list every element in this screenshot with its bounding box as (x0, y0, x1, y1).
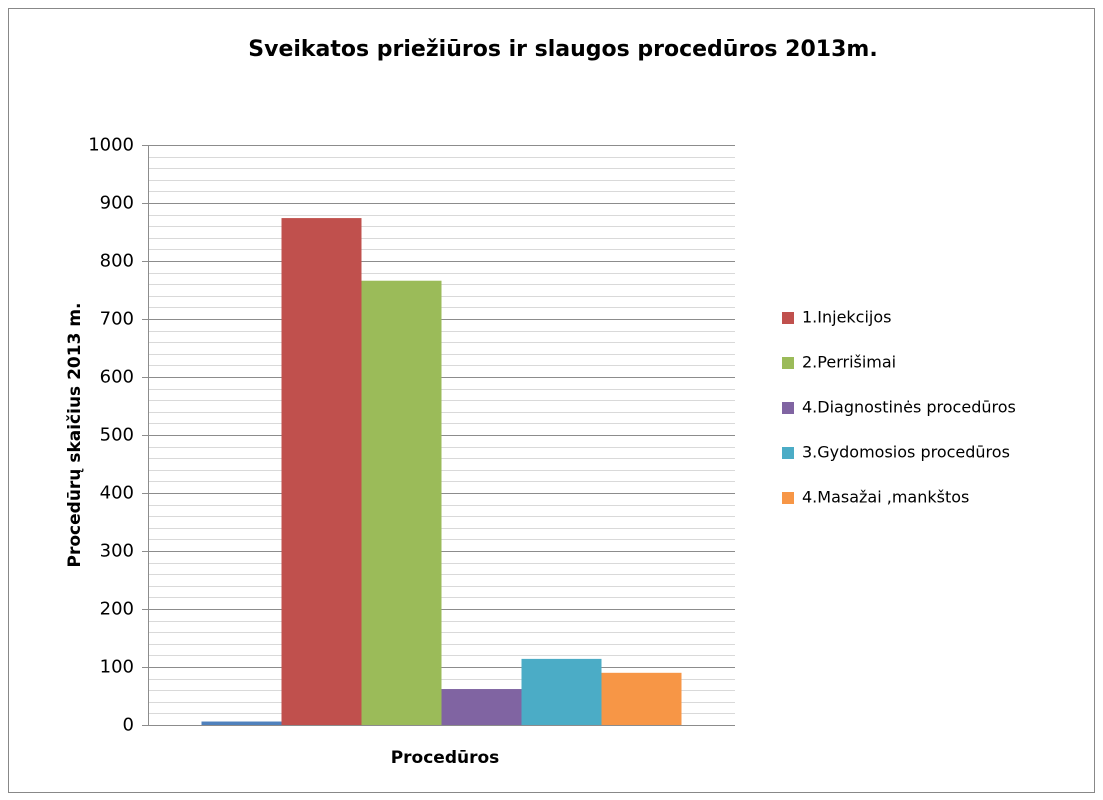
legend-swatch (782, 312, 794, 324)
y-tick-label: 500 (100, 425, 134, 446)
y-tick-label: 0 (123, 715, 134, 736)
y-tick-label: 900 (100, 193, 134, 214)
legend-label: 4.Masažai ,mankštos (802, 488, 969, 507)
y-tick-label: 700 (100, 309, 134, 330)
legend-swatch (782, 492, 794, 504)
legend-label: 4.Diagnostinės procedūros (802, 398, 1016, 417)
bar (601, 672, 682, 725)
legend-swatch (782, 447, 794, 459)
y-tick-label: 800 (100, 251, 134, 272)
legend-label: 3.Gydomosios procedūros (802, 443, 1010, 462)
bar (521, 658, 602, 725)
legend-swatch (782, 357, 794, 369)
y-tick-label: 400 (100, 483, 134, 504)
legend-label: 2.Perrišimai (802, 353, 896, 372)
bar (281, 218, 362, 725)
y-tick-label: 100 (100, 657, 134, 678)
x-axis-label: Procedūros (391, 748, 500, 768)
y-axis-label: Procedūrų skaičius 2013 m. (65, 303, 85, 568)
bar (361, 280, 442, 725)
bar (441, 689, 522, 725)
y-tick-label: 300 (100, 541, 134, 562)
legend-swatch (782, 402, 794, 414)
bar (201, 721, 282, 725)
legend-label: 1.Injekcijos (802, 308, 892, 327)
y-tick-label: 600 (100, 367, 134, 388)
chart-title: Sveikatos priežiūros ir slaugos procedūr… (248, 37, 877, 62)
y-tick-label: 200 (100, 599, 134, 620)
y-tick-label: 1000 (88, 135, 134, 156)
